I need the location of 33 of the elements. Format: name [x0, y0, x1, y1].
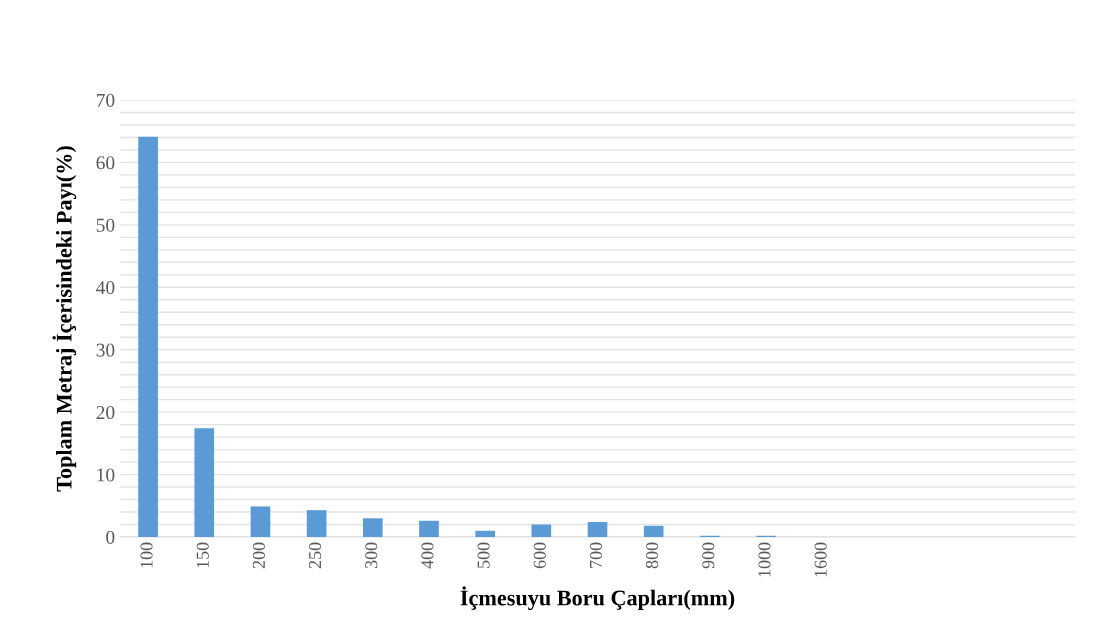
y-tick-label: 10 [97, 468, 115, 482]
x-tick-label: 1000 [758, 542, 771, 577]
y-tick-label: 60 [96, 156, 115, 170]
x-tick-label: 250 [308, 542, 322, 569]
bar [362, 518, 383, 537]
y-tick-label: 70 [96, 93, 115, 107]
bar [475, 530, 495, 537]
x-tick-label: 300 [365, 542, 378, 569]
bar [306, 510, 327, 537]
x-tick-label: 700 [589, 542, 603, 568]
x-tick-label: 1600 [814, 542, 827, 577]
y-tick-label: 30 [96, 343, 115, 357]
bar [194, 428, 215, 537]
x-tick-label: 600 [533, 542, 546, 569]
x-axis-title: İçmesuyu Boru Çapları(mm) [460, 586, 735, 611]
bar [419, 520, 439, 537]
x-tick-label: 900 [702, 542, 715, 569]
x-tick-label: 100 [140, 542, 153, 568]
x-tick-label: 800 [646, 542, 659, 569]
bar [531, 524, 552, 537]
bar [138, 136, 158, 537]
y-tick-label: 20 [96, 405, 115, 420]
x-tick-label: 400 [421, 542, 434, 569]
x-tick-label: 150 [196, 542, 209, 568]
y-axis-title: Toplam Metraj İçerisindeki Payı(%) [52, 146, 77, 492]
y-tick-label: 50 [96, 218, 115, 232]
x-tick-label: 500 [477, 542, 490, 568]
x-tick-label: 200 [252, 542, 265, 569]
bar [250, 506, 271, 537]
bar [643, 525, 664, 537]
bar [587, 522, 608, 537]
y-tick-label: 0 [106, 530, 115, 544]
y-tick-label: 40 [96, 281, 115, 295]
